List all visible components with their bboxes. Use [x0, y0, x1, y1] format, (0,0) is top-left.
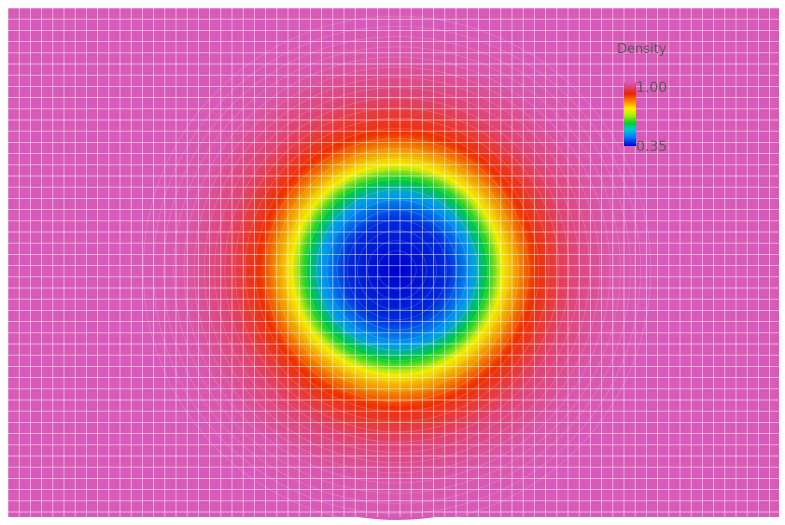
density-radial-field: [147, 20, 647, 520]
density-contour-ring: [163, 36, 631, 504]
density-contour-ring: [244, 117, 550, 423]
density-contour-ring: [356, 229, 437, 310]
density-contour-ring: [285, 158, 509, 382]
density-contour-ring: [183, 56, 611, 484]
density-contour-ring: [173, 46, 621, 494]
mesh-grid: [7, 7, 779, 517]
color-legend: Density 1.00 0.35: [617, 42, 667, 155]
density-contour-ring: [234, 107, 560, 433]
density-contours: [142, 15, 652, 525]
density-contour-ring: [295, 168, 499, 372]
density-contour-ring: [142, 15, 652, 525]
density-contour-ring: [346, 219, 448, 321]
density-contour-ring: [316, 189, 478, 351]
density-contour-ring: [305, 178, 488, 361]
legend-title: Density: [617, 42, 667, 57]
density-contour-ring: [275, 148, 519, 392]
legend-min-label: 0.35: [636, 139, 667, 155]
density-contour-ring: [193, 66, 601, 474]
legend-max-label: 1.00: [636, 80, 667, 96]
density-contour-ring: [203, 76, 591, 464]
density-field: [8, 8, 779, 520]
legend-color-bar: [624, 82, 636, 146]
